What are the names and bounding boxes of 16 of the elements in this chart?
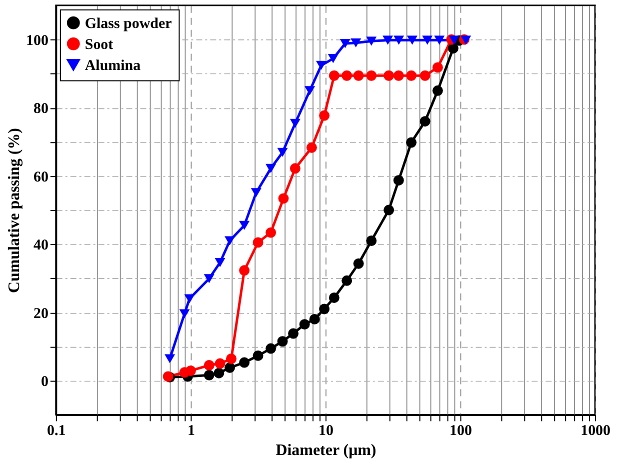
- y-axis-title: Cumulative passing (%): [6, 128, 23, 294]
- x-tick-label: 1000: [580, 423, 611, 440]
- y-tick-label: 20: [33, 306, 48, 322]
- legend-label: Glass powder: [84, 16, 172, 32]
- x-tick-label: 0.1: [47, 423, 66, 440]
- y-tick-label: 0: [40, 374, 48, 390]
- y-tick-label: 60: [33, 169, 48, 186]
- x-tick-label: 1: [187, 423, 195, 440]
- y-tick-label: 100: [26, 32, 48, 49]
- x-tick-label: 100: [450, 423, 472, 440]
- x-axis-title: Diameter (μm): [276, 442, 376, 460]
- legend-label: Soot: [84, 36, 114, 53]
- y-tick-label: 40: [33, 238, 48, 254]
- x-tick-label: 10: [318, 423, 334, 440]
- y-tick-label: 80: [33, 101, 48, 118]
- legend-label: Alumina: [84, 58, 142, 74]
